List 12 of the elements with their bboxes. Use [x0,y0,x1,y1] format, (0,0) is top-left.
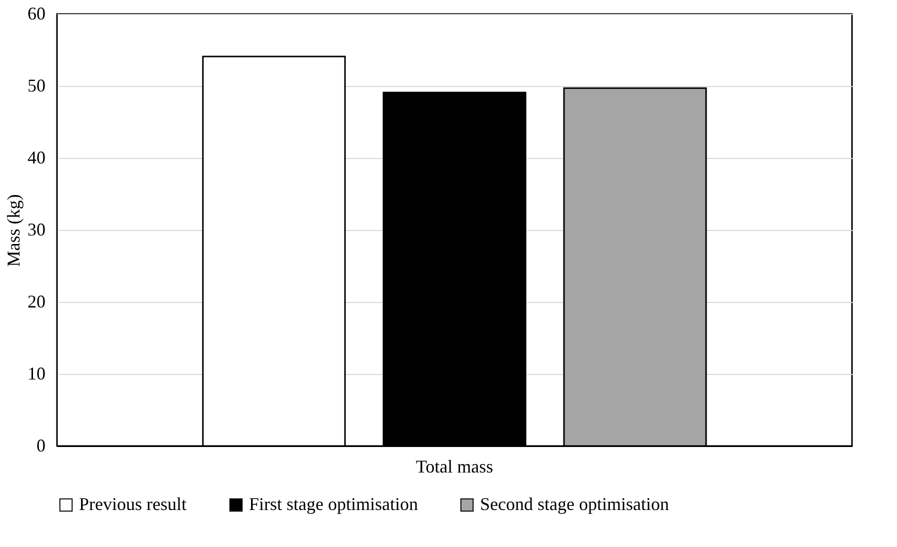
legend-label: Second stage optimisation [480,494,669,514]
y-tick-label: 10 [28,364,46,384]
y-tick-label: 30 [28,220,46,240]
y-tick-label: 0 [36,436,46,456]
y-tick-label: 40 [28,148,46,168]
y-tick-label: 60 [28,4,46,24]
x-tick-label: Total mass [416,456,494,476]
y-axis-title: Mass (kg) [4,194,24,267]
y-tick-label: 50 [28,76,46,96]
y-tick-label: 20 [28,292,46,312]
legend-label: First stage optimisation [249,494,418,514]
legend-label: Previous result [79,494,186,514]
